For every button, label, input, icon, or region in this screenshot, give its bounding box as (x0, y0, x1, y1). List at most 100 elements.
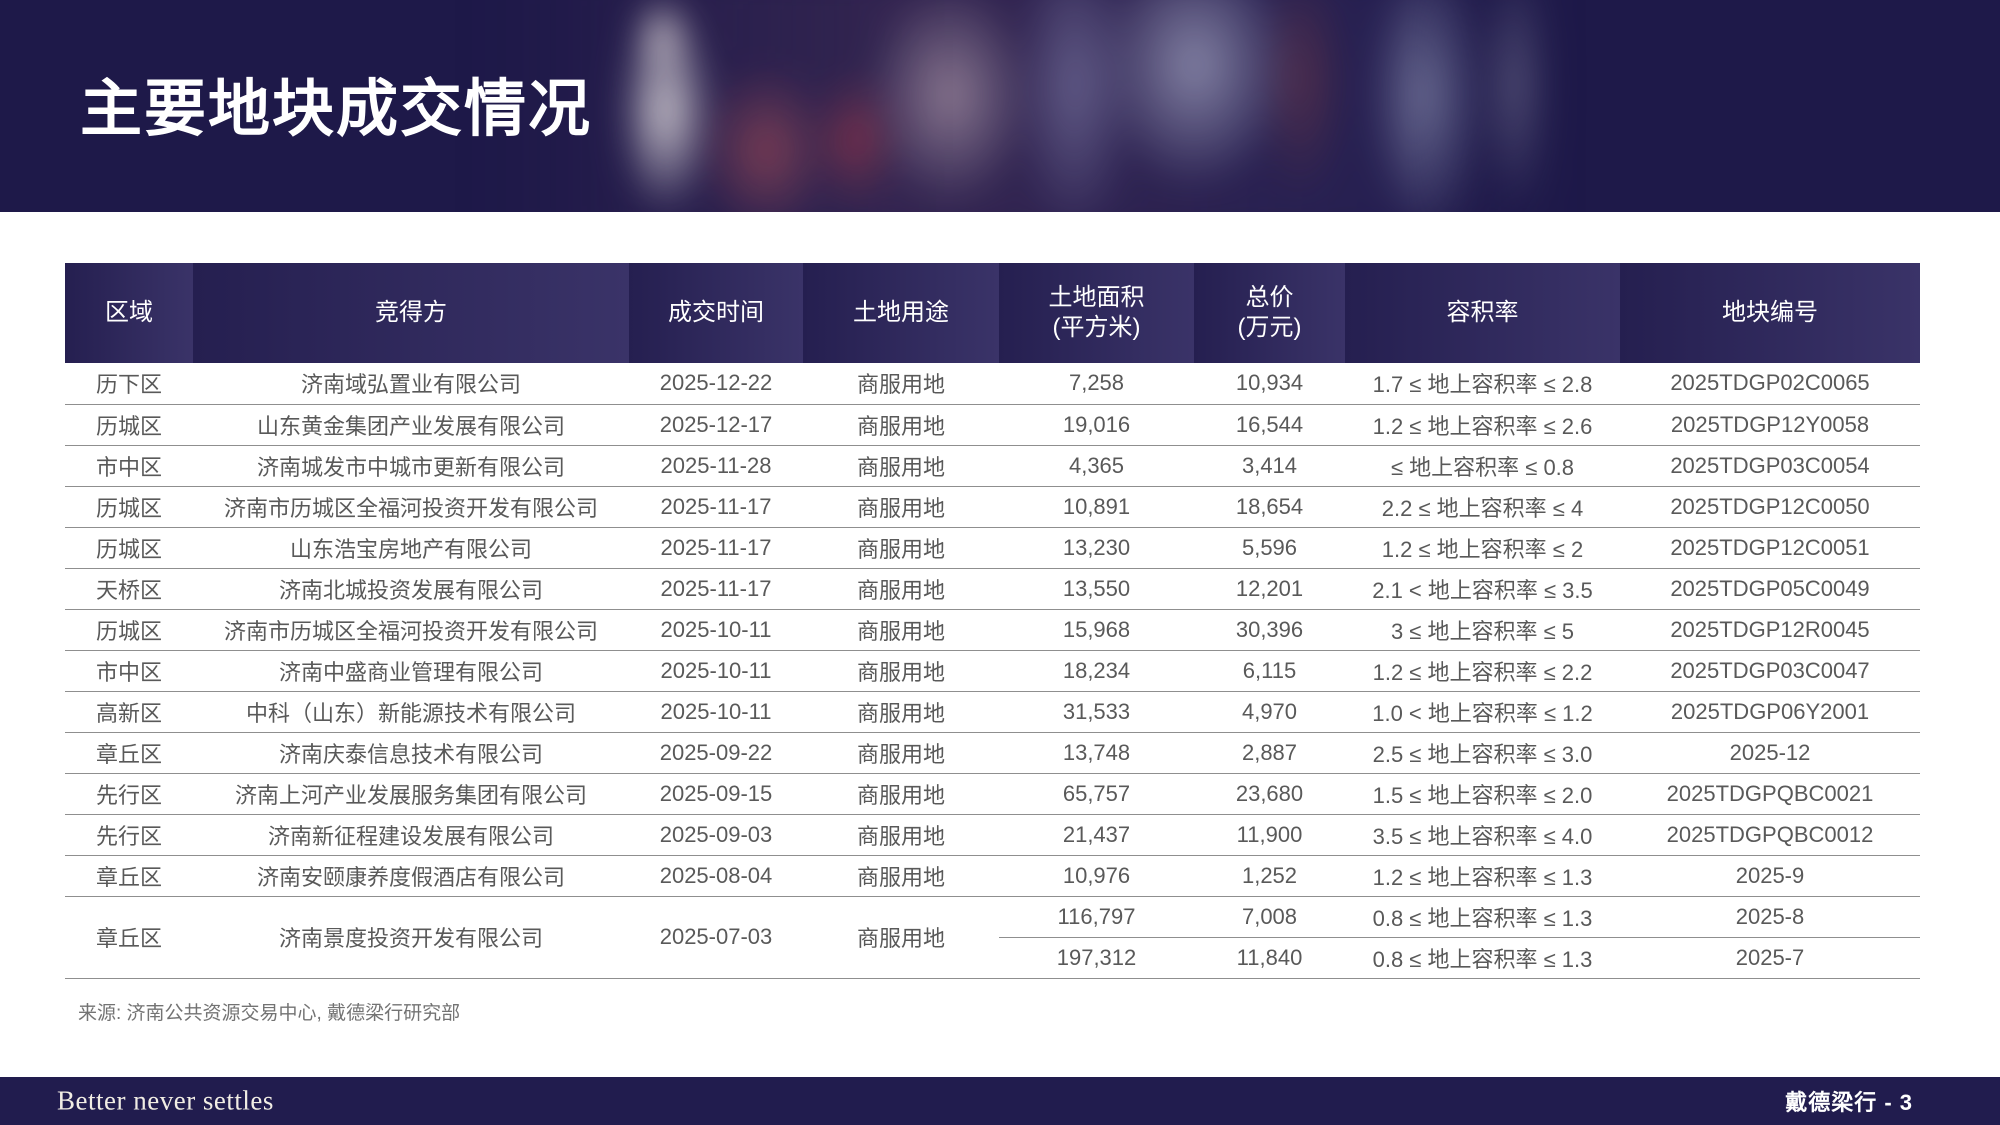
cell-region: 历城区 (65, 527, 193, 569)
cell-far: 1.2 ≤ 地上容积率 ≤ 2 (1345, 527, 1620, 569)
cell-region: 天桥区 (65, 568, 193, 610)
table-row-merged: 章丘区 济南景度投资开发有限公司 2025-07-03 商服用地 116,797… (65, 896, 1920, 979)
source-note: 来源: 济南公共资源交易中心, 戴德梁行研究部 (78, 1003, 461, 1024)
cell-region: 先行区 (65, 814, 193, 856)
cell-parcel: 2025TDGP05C0049 (1620, 568, 1920, 610)
cell-date: 2025-10-11 (629, 650, 803, 692)
cell-far: 3.5 ≤ 地上容积率 ≤ 4.0 (1345, 814, 1620, 856)
cell-price: 11,840 (1194, 937, 1345, 979)
cell-area: 15,968 (999, 609, 1194, 651)
table-row-merged-sub: 197,312 11,840 0.8 ≤ 地上容积率 ≤ 1.3 2025-7 (65, 937, 1920, 979)
cell-parcel: 2025TDGPQBC0021 (1620, 773, 1920, 815)
cell-far: 0.8 ≤ 地上容积率 ≤ 1.3 (1345, 937, 1620, 979)
cell-bidder: 济南市历城区全福河投资开发有限公司 (193, 486, 629, 528)
cell-region: 历城区 (65, 486, 193, 528)
cell-bidder: 济南景度投资开发有限公司 (193, 896, 629, 979)
cell-parcel: 2025TDGP12R0045 (1620, 609, 1920, 651)
table-row: 历下区 济南域弘置业有限公司 2025-12-22 商服用地 7,258 10,… (65, 363, 1920, 405)
cell-use: 商服用地 (803, 732, 999, 774)
cell-bidder: 中科（山东）新能源技术有限公司 (193, 691, 629, 733)
cell-parcel: 2025TDGP12C0051 (1620, 527, 1920, 569)
cell-region: 章丘区 (65, 896, 193, 979)
cell-bidder: 山东黄金集团产业发展有限公司 (193, 404, 629, 446)
cell-price: 4,970 (1194, 691, 1345, 733)
cell-far: 1.0 < 地上容积率 ≤ 1.2 (1345, 691, 1620, 733)
footer-slogan: Better never settles (57, 1085, 274, 1116)
cell-bidder: 济南新征程建设发展有限公司 (193, 814, 629, 856)
table-row: 先行区 济南上河产业发展服务集团有限公司 2025-09-15 商服用地 65,… (65, 773, 1920, 815)
cell-use: 商服用地 (803, 855, 999, 897)
col-header-sub: (平方米) (1052, 314, 1141, 341)
col-header-parcel: 地块编号 (1620, 263, 1920, 363)
table-row: 历城区 山东黄金集团产业发展有限公司 2025-12-17 商服用地 19,01… (65, 404, 1920, 446)
cell-parcel: 2025-9 (1620, 855, 1920, 897)
cell-bidder: 济南域弘置业有限公司 (193, 363, 629, 405)
cell-bidder: 济南市历城区全福河投资开发有限公司 (193, 609, 629, 651)
cell-parcel: 2025-12 (1620, 732, 1920, 774)
cell-use: 商服用地 (803, 527, 999, 569)
cell-bidder: 济南安颐康养度假酒店有限公司 (193, 855, 629, 897)
land-transactions-table: 区域 竞得方 成交时间 土地用途 土地面积 (平方米) 总价 (万元) 容积率 地块… (65, 263, 1920, 979)
cell-far: 2.1 < 地上容积率 ≤ 3.5 (1345, 568, 1620, 610)
cell-date: 2025-09-22 (629, 732, 803, 774)
cell-region: 历城区 (65, 404, 193, 446)
table-row: 章丘区 济南庆泰信息技术有限公司 2025-09-22 商服用地 13,748 … (65, 732, 1920, 774)
col-header-label: 土地面积 (1048, 284, 1145, 311)
cell-parcel: 2025TDGP02C0065 (1620, 363, 1920, 405)
cell-area: 19,016 (999, 404, 1194, 446)
cell-area: 13,230 (999, 527, 1194, 569)
col-header-bidder: 竞得方 (193, 263, 629, 363)
table-row: 先行区 济南新征程建设发展有限公司 2025-09-03 商服用地 21,437… (65, 814, 1920, 856)
cell-area: 18,234 (999, 650, 1194, 692)
cell-bidder: 济南城发市中城市更新有限公司 (193, 445, 629, 487)
cell-price: 3,414 (1194, 445, 1345, 487)
page-title: 主要地块成交情况 (80, 75, 593, 144)
table-row: 历城区 山东浩宝房地产有限公司 2025-11-17 商服用地 13,230 5… (65, 527, 1920, 569)
table-row: 市中区 济南城发市中城市更新有限公司 2025-11-28 商服用地 4,365… (65, 445, 1920, 487)
cell-bidder: 济南上河产业发展服务集团有限公司 (193, 773, 629, 815)
cell-use: 商服用地 (803, 568, 999, 610)
col-header-sub: (万元) (1237, 314, 1302, 341)
cell-parcel: 2025-8 (1620, 896, 1920, 938)
land-transactions-table-wrap: 区域 竞得方 成交时间 土地用途 土地面积 (平方米) 总价 (万元) 容积率 地块… (65, 263, 1920, 979)
cell-price: 10,934 (1194, 363, 1345, 405)
cell-far: ≤ 地上容积率 ≤ 0.8 (1345, 445, 1620, 487)
cell-region: 历下区 (65, 363, 193, 405)
cell-region: 市中区 (65, 445, 193, 487)
cell-far: 0.8 ≤ 地上容积率 ≤ 1.3 (1345, 896, 1620, 938)
cell-area: 4,365 (999, 445, 1194, 487)
cell-region: 高新区 (65, 691, 193, 733)
col-header-label: 区域 (105, 299, 153, 326)
cell-region: 先行区 (65, 773, 193, 815)
cell-use: 商服用地 (803, 814, 999, 856)
cell-date: 2025-10-11 (629, 609, 803, 651)
cell-area: 31,533 (999, 691, 1194, 733)
col-header-label: 竞得方 (375, 299, 447, 326)
cell-price: 6,115 (1194, 650, 1345, 692)
cell-far: 1.5 ≤ 地上容积率 ≤ 2.0 (1345, 773, 1620, 815)
cell-area: 13,748 (999, 732, 1194, 774)
cell-area: 116,797 (999, 896, 1194, 938)
col-header-label: 容积率 (1446, 299, 1519, 326)
col-header-label: 地块编号 (1722, 299, 1818, 326)
cell-date: 2025-11-17 (629, 527, 803, 569)
col-header-date: 成交时间 (629, 263, 803, 363)
cell-date: 2025-08-04 (629, 855, 803, 897)
col-header-region: 区域 (65, 263, 193, 363)
cell-region: 市中区 (65, 650, 193, 692)
cell-use: 商服用地 (803, 445, 999, 487)
table-row: 历城区 济南市历城区全福河投资开发有限公司 2025-11-17 商服用地 10… (65, 486, 1920, 528)
cell-bidder: 济南中盛商业管理有限公司 (193, 650, 629, 692)
cell-date: 2025-12-17 (629, 404, 803, 446)
col-header-area: 土地面积 (平方米) (999, 263, 1194, 363)
cell-parcel: 2025TDGP03C0047 (1620, 650, 1920, 692)
col-header-far: 容积率 (1345, 263, 1620, 363)
table-row: 天桥区 济南北城投资发展有限公司 2025-11-17 商服用地 13,550 … (65, 568, 1920, 610)
banner: 主要地块成交情况 (0, 0, 2000, 212)
table-row: 高新区 中科（山东）新能源技术有限公司 2025-10-11 商服用地 31,5… (65, 691, 1920, 733)
cell-use: 商服用地 (803, 650, 999, 692)
cell-far: 1.2 ≤ 地上容积率 ≤ 2.2 (1345, 650, 1620, 692)
cell-area: 13,550 (999, 568, 1194, 610)
cell-far: 1.7 ≤ 地上容积率 ≤ 2.8 (1345, 363, 1620, 405)
